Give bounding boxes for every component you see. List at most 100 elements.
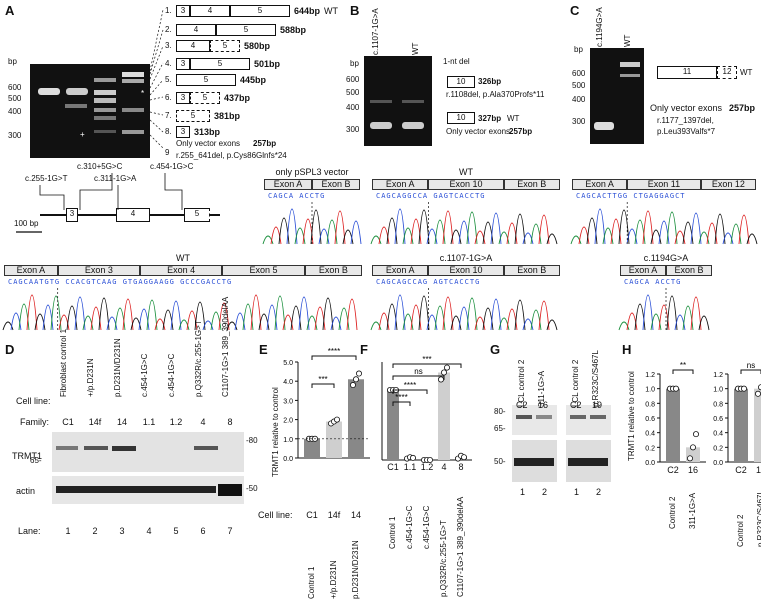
chromatogram-peak [498,231,510,245]
blot-g-marker-80: 80- [494,407,506,416]
blot-g2-trmt1 [566,405,611,435]
bar [387,390,399,460]
gel-a-ladder-400: 400 [8,107,22,116]
blot-d-lane-label: Lane: [18,526,41,536]
chromatogram-peak [514,213,526,245]
data-point [758,384,761,391]
blot-d-family: 14f [88,417,102,427]
data-point [755,390,761,397]
gel-c-ladder-300: 300 [572,117,586,126]
chromatogram-peak [294,227,306,245]
blot-d-family-label: Family: [20,417,49,427]
isoform-exon-box: 5 [176,110,210,122]
chromatogram-peak [666,211,678,245]
chromatogram-peak [318,228,330,245]
chromatogram-peak [10,312,22,331]
chromatogram-peak [466,297,478,331]
chromatogram-peak [578,226,590,245]
chromatogram-peak [342,229,354,245]
isoform-exon-box: 5 [210,40,240,52]
data-point [410,454,417,461]
y-tick-label: 1.0 [645,387,655,394]
chromatogram-exon-label: Exon A [585,179,614,189]
blot-d-family: 1.1 [142,417,156,427]
chart-h-cellline: C2 [667,465,679,475]
sig-bracket [392,401,411,406]
bar [348,379,364,458]
diagram-variant-c454: c.454-1G>C [150,162,194,171]
gel-a-plus-marker: + [80,130,85,139]
blot-d-lane-name: Fibroblast control 1 [59,328,68,397]
isoform-exon-box: 5 [216,24,276,36]
blot-g1-actin [512,440,557,482]
sig-bracket [311,383,335,388]
chromatogram-peak [338,307,350,331]
chromatogram-peak [334,210,346,245]
chromatogram-peak [738,214,750,245]
chromatogram-exon-label: Exon A [385,265,415,275]
blot-d-family: 1.2 [169,417,183,427]
chart-h-group-2: 0.0 0.2 0.4 0.6 0.8 1.0 1.2 ns [713,361,761,467]
chromatogram-peak [274,295,286,331]
chromatogram-peak [490,212,502,245]
isoform-size: 644bp [294,6,321,16]
chromatogram-peak [26,294,38,331]
gel-b-bp-label: bp [350,59,359,68]
blot-g-cellline: 19 [592,400,603,410]
chromatogram-exon-label: Exon 10 [449,265,483,275]
chromatogram-trace [570,202,758,245]
blot-g-cellline: 16 [538,400,549,410]
chart-f-cellline: 1.2 [420,462,434,472]
chromatogram-peak [650,313,662,331]
y-tick-label: 0.2 [713,445,723,452]
y-tick-label: 5.0 [283,360,293,367]
chart-h-cellline: 19 [755,465,761,475]
chromatogram-peak [474,230,486,245]
gel-b-size-326: 326bp [478,77,502,86]
chromatogram-exon-header [222,265,305,276]
chart-e-cellline: C1 [306,510,318,520]
chart-f-category-label: p.Q332R/c.255-1G>T [439,520,448,597]
chart-e-cellline: 14f [327,510,341,520]
blot-g-lane-number: 1 [520,487,526,497]
blot-d-lane-name: C1107-1G>1 389_390delAA [221,296,230,397]
diagram-variant-c311: c.311-1G>A [94,174,137,183]
isoform-exon-box: 3 [176,58,190,70]
chromatogram-exon-label: Exon B [517,265,547,275]
blot-d-actin-label: actin [16,486,36,496]
isoform-size: 580bp [244,41,271,51]
data-point [444,364,451,371]
chromatogram-peak [490,298,502,331]
chromatogram-peak [194,301,206,331]
chromatogram-title: WT [176,253,190,263]
chromatogram-exon-label: Exon A [628,265,658,275]
chromatogram-peak [418,209,430,245]
chromatogram-trace [262,202,362,245]
isoform-9-size: 257bp [253,139,277,148]
chromatogram-peak [618,321,630,331]
chromatogram-peak [162,309,174,331]
chromatogram-exon-header [264,179,312,190]
blot-d-marker-50: -50 [246,484,258,493]
chart-h-category-label: Control 2 [736,514,745,547]
sig-label: ns [414,367,422,376]
chart-h-cellline: 16 [687,465,698,475]
chromatogram-peak [682,221,694,245]
chart-h-cellline: C2 [735,465,747,475]
chromatogram-exon-label: Exon 5 [249,265,278,275]
chromatogram-title: WT [459,167,473,177]
chromatogram-peak [154,318,166,331]
chromatogram-peak [178,319,190,331]
chromatogram-peak [730,223,742,245]
chromatogram-peak [250,294,262,331]
diagram-scale-bar [16,231,42,233]
chromatogram-peak [530,309,542,331]
bar [304,438,320,458]
chromatogram-peak [626,228,638,245]
bar [326,421,342,458]
chart-h-category-label: 311-1G>A [688,492,697,529]
chart-f-cellline: 4 [441,462,447,472]
blot-g-cellline: C2 [570,400,582,410]
chromatogram-peak [402,227,414,245]
blot-d-marker-80: -80 [246,436,258,445]
